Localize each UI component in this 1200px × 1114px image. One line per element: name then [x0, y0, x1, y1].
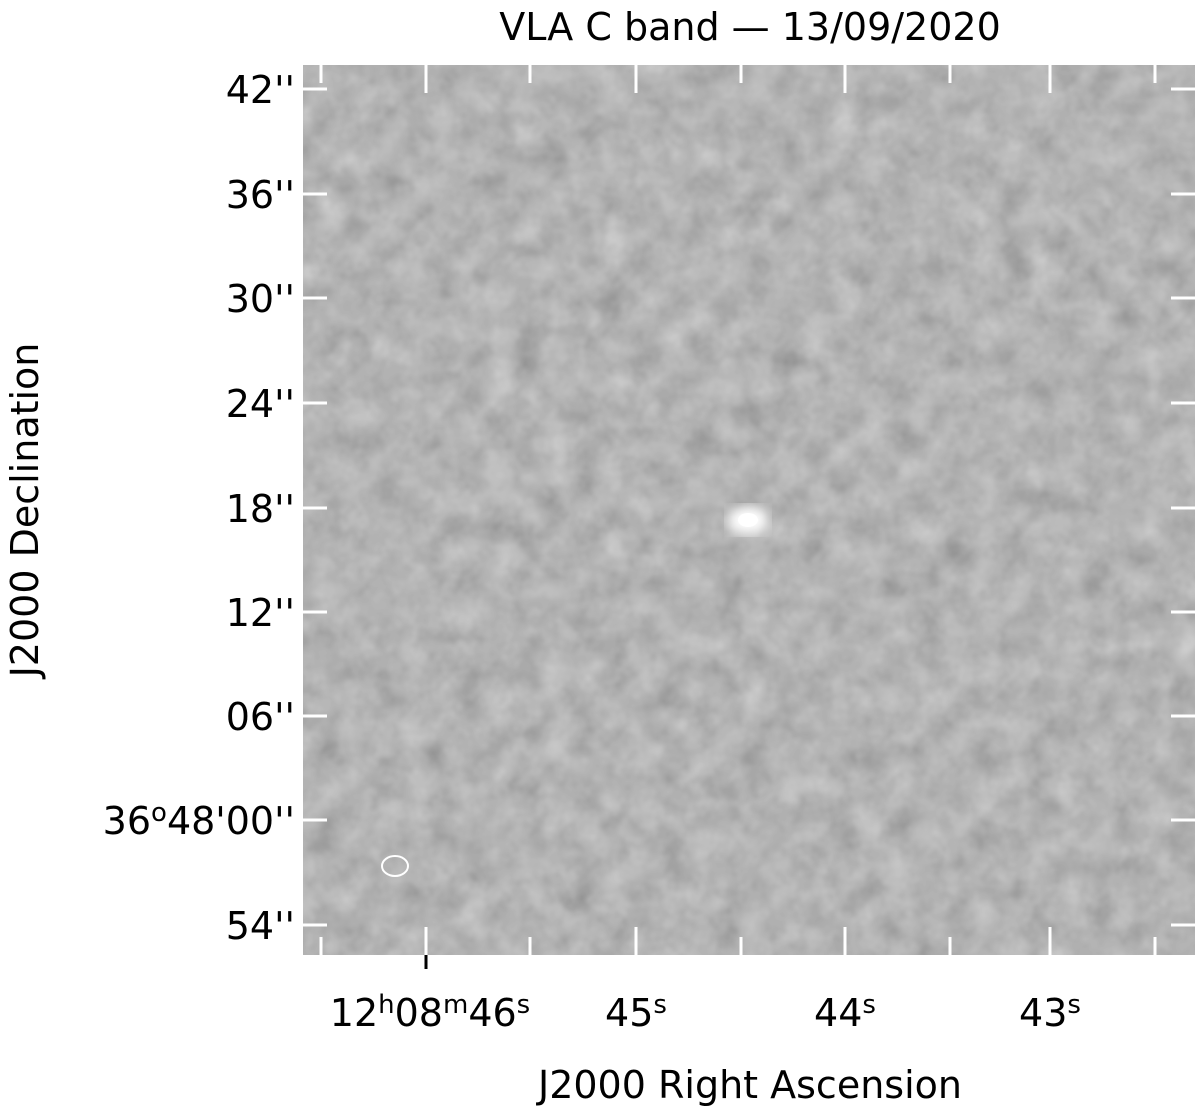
label-part: 44	[814, 991, 862, 1035]
label-part: 45	[605, 991, 653, 1035]
label-part: m	[443, 990, 468, 1020]
y-tick-label: 54''	[226, 904, 295, 948]
y-tick-label: 36''	[226, 173, 295, 217]
label-part: s	[517, 990, 531, 1020]
y-tick-label: 06''	[226, 695, 295, 739]
y-tick-label: 30''	[226, 277, 295, 321]
label-part: 24''	[226, 382, 295, 426]
label-part: 06''	[226, 695, 295, 739]
label-part: 42''	[226, 68, 295, 112]
label-part: 30''	[226, 277, 295, 321]
x-axis-label: J2000 Right Ascension	[536, 1063, 962, 1107]
label-part: 54''	[226, 904, 295, 948]
label-part: s	[862, 990, 876, 1020]
label-part: 12''	[226, 591, 295, 635]
label-part: 18''	[226, 487, 295, 531]
label-part: 43	[1019, 991, 1067, 1035]
label-part: 48'00''	[167, 799, 295, 843]
y-tick-label: 24''	[226, 382, 295, 426]
y-axis-label: J2000 Declination	[3, 343, 47, 680]
tick-marks	[303, 65, 1195, 969]
label-part: h	[378, 990, 394, 1020]
radio-source-core	[738, 513, 758, 527]
label-part: s	[1067, 990, 1081, 1020]
y-tick-label: 42''	[226, 68, 295, 112]
y-tick-label: 36o48'00''	[103, 798, 295, 843]
y-tick-label: 18''	[226, 487, 295, 531]
x-tick-label: 44s	[814, 990, 876, 1035]
x-tick-label: 43s	[1019, 990, 1081, 1035]
x-tick-label: 12h08m46s	[330, 990, 530, 1035]
title: VLA C band — 13/09/2020	[499, 5, 1001, 49]
label-part: 36	[103, 799, 151, 843]
label-part: s	[653, 990, 667, 1020]
label-part: 36''	[226, 173, 295, 217]
x-tick-label: 45s	[605, 990, 667, 1035]
label-part: 08	[395, 991, 443, 1035]
y-tick-label: 12''	[226, 591, 295, 635]
label-part: 46	[468, 991, 516, 1035]
label-part: 12	[330, 991, 378, 1035]
label-part: o	[151, 798, 167, 828]
beam	[381, 855, 409, 877]
